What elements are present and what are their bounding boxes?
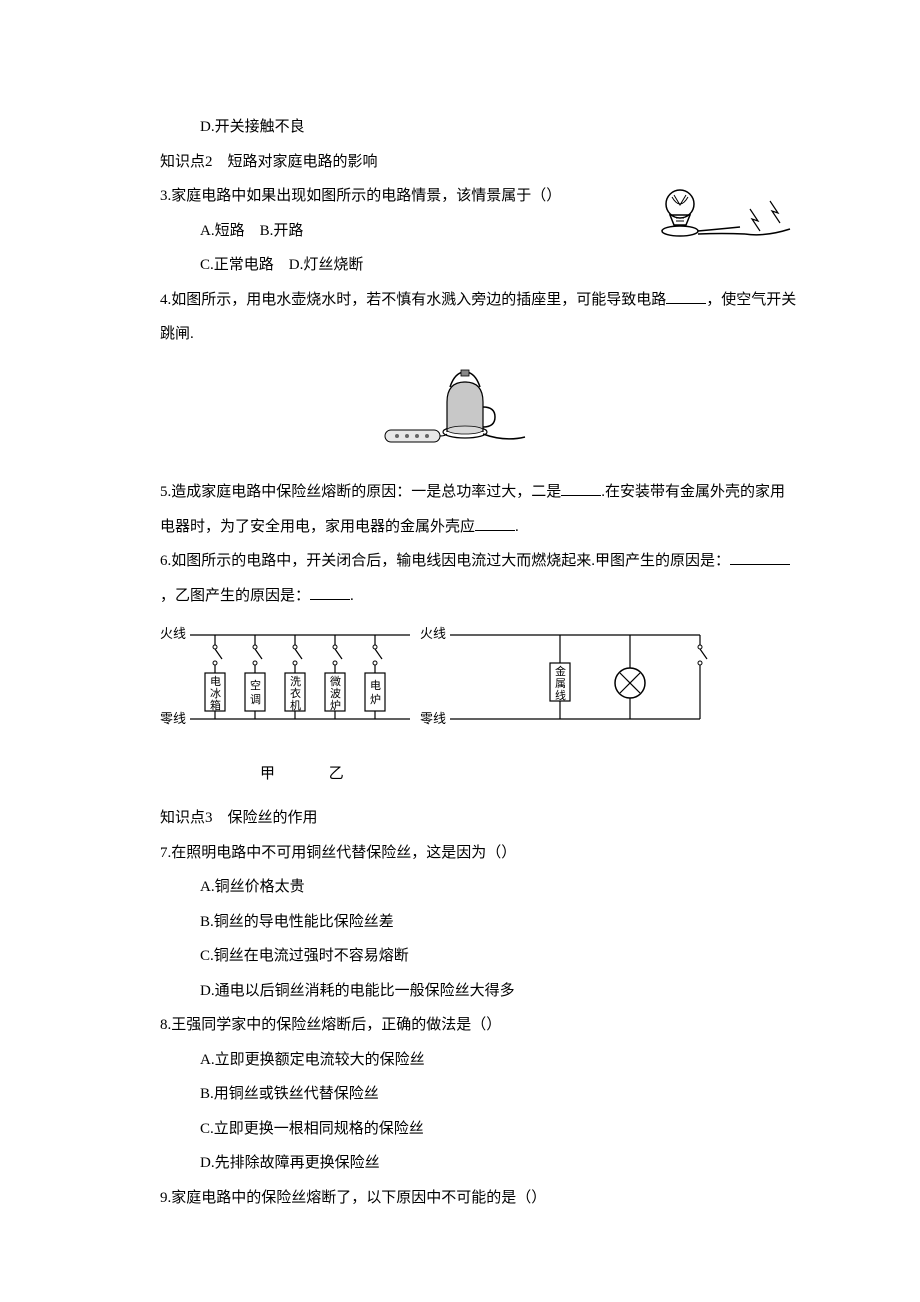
svg-text:金: 金 [555, 664, 566, 678]
prev-question-option-d: D.开关接触不良 [120, 110, 800, 145]
svg-text:洗: 洗 [290, 675, 301, 688]
q4-figure [120, 362, 800, 466]
circuit-neutral-label-left: 零线 [160, 711, 186, 726]
svg-text:微: 微 [330, 674, 341, 688]
knowledge-point-3-title: 知识点3 保险丝的作用 [120, 801, 800, 836]
q6-figure: 火线 零线 电 冰 箱 空 调 [160, 623, 800, 752]
circuit-live-label-right: 火线 [420, 626, 446, 641]
svg-text:冰: 冰 [210, 687, 221, 700]
svg-text:电: 电 [210, 675, 221, 688]
svg-text:属: 属 [555, 677, 566, 690]
q9-text: 9.家庭电路中的保险丝熔断了，以下原因中不可能的是（） [120, 1181, 800, 1216]
q8-option-a: A.立即更换额定电流较大的保险丝 [120, 1043, 800, 1078]
q6-figure-captions: 甲 乙 [120, 757, 800, 792]
svg-text:调: 调 [250, 693, 261, 706]
svg-text:电: 电 [370, 679, 381, 692]
svg-text:炉: 炉 [370, 693, 381, 706]
q5-part1: 5.造成家庭电路中保险丝熔断的原因：一是总功率过大，二是 [160, 484, 561, 500]
q3-figure [650, 179, 800, 263]
svg-text:波: 波 [330, 687, 341, 700]
caption-jia: 甲 [260, 766, 275, 782]
q4-text: 4.如图所示，用电水壶烧水时，若不慎有水溅入旁边的插座里，可能导致电路，使空气开… [120, 283, 800, 352]
svg-text:衣: 衣 [290, 686, 301, 700]
knowledge-point-2-title: 知识点2 短路对家庭电路的影响 [120, 145, 800, 180]
q5-blank2 [475, 516, 515, 531]
caption-yi: 乙 [329, 766, 344, 782]
q5-text: 5.造成家庭电路中保险丝熔断的原因：一是总功率过大，二是.在安装带有金属外壳的家… [120, 475, 800, 544]
q7-option-c: C.铜丝在电流过强时不容易熔断 [120, 939, 800, 974]
svg-text:空: 空 [250, 678, 261, 692]
q5-part3: . [515, 519, 519, 535]
q6-blank1 [730, 550, 790, 565]
q7-option-b: B.铜丝的导电性能比保险丝差 [120, 905, 800, 940]
q6-text: 6.如图所示的电路中，开关闭合后，输电线因电流过大而燃烧起来.甲图产生的原因是：… [120, 544, 800, 613]
q8-text: 8.王强同学家中的保险丝熔断后，正确的做法是（） [120, 1008, 800, 1043]
q4-part1: 4.如图所示，用电水壶烧水时，若不慎有水溅入旁边的插座里，可能导致电路 [160, 292, 666, 308]
q6-part1: 6.如图所示的电路中，开关闭合后，输电线因电流过大而燃烧起来.甲图产生的原因是： [160, 553, 730, 569]
q4-blank [666, 289, 706, 304]
q8-option-d: D.先排除故障再更换保险丝 [120, 1146, 800, 1181]
svg-text:箱: 箱 [210, 698, 221, 712]
q7-text: 7.在照明电路中不可用铜丝代替保险丝，这是因为（） [120, 836, 800, 871]
svg-text:线: 线 [555, 688, 566, 702]
circuit-neutral-label-right: 零线 [420, 711, 446, 726]
q8-option-b: B.用铜丝或铁丝代替保险丝 [120, 1077, 800, 1112]
q7-option-a: A.铜丝价格太贵 [120, 870, 800, 905]
svg-text:炉: 炉 [330, 699, 341, 712]
circuit-live-label-left: 火线 [160, 626, 186, 641]
q6-blank2 [310, 585, 350, 600]
q5-blank1 [561, 481, 601, 496]
q8-option-c: C.立即更换一根相同规格的保险丝 [120, 1112, 800, 1147]
q7-option-d: D.通电以后铜丝消耗的电能比一般保险丝大得多 [120, 974, 800, 1009]
q6-part3: . [350, 588, 354, 604]
svg-text:机: 机 [290, 698, 301, 712]
q6-part2: ，乙图产生的原因是： [160, 588, 310, 604]
